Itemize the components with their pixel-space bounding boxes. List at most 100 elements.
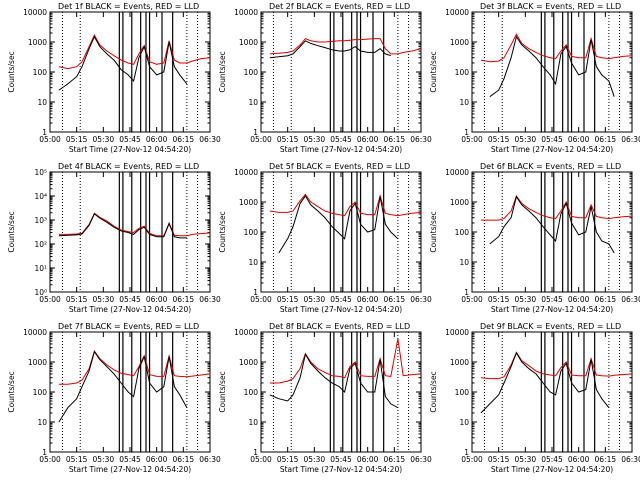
y-tick-label: 1000 — [239, 38, 258, 47]
panel-title: Det 4f BLACK = Events, RED = LLD — [58, 162, 199, 171]
x-tick-label: 06:30 — [621, 135, 640, 144]
lld-series-line — [480, 194, 633, 221]
y-tick-label: 10000 — [445, 8, 469, 17]
x-tick-label: 05:15 — [66, 295, 88, 304]
x-axis-label: Start Time (27-Nov-12 04:54:20) — [280, 305, 402, 314]
panel-title: Det 3f BLACK = Events, RED = LLD — [480, 2, 621, 11]
x-tick-label: 05:15 — [488, 295, 510, 304]
panel-det-6: Det 6f BLACK = Events, RED = LLD Counts/s… — [429, 162, 640, 314]
panel-title: Det 1f BLACK = Events, RED = LLD — [58, 2, 199, 11]
panel-det-2: Det 2f BLACK = Events, RED = LLD Counts/s… — [218, 2, 432, 154]
y-axis-label: Counts/sec — [429, 51, 438, 92]
x-tick-label: 05:30 — [304, 455, 326, 464]
y-tick-label: 1 — [42, 128, 47, 137]
x-tick-label: 05:00 — [250, 135, 272, 144]
events-series-line — [480, 351, 610, 414]
plot-frame — [260, 171, 422, 293]
events-series-line — [58, 213, 187, 239]
panel-title: Det 9f BLACK = Events, RED = LLD — [480, 322, 621, 331]
panel-det-9: Det 9f BLACK = Events, RED = LLD Counts/s… — [429, 322, 640, 474]
x-tick-label: 06:00 — [568, 295, 590, 304]
y-tick-label: 10² — [34, 240, 47, 249]
x-tick-label: 06:15 — [173, 295, 195, 304]
y-tick-label: 1 — [464, 288, 469, 297]
panel-det-1: Det 1f BLACK = Events, RED = LLD Counts/s… — [7, 2, 221, 154]
events-series-line — [269, 352, 399, 409]
x-tick-label: 05:00 — [39, 135, 61, 144]
y-tick-label: 10⁴ — [34, 192, 47, 201]
x-tick-label: 05:00 — [461, 135, 483, 144]
x-tick-label: 06:30 — [199, 295, 221, 304]
y-tick-label: 1000 — [239, 358, 258, 367]
x-axis-label: Start Time (27-Nov-12 04:54:20) — [69, 465, 191, 474]
x-tick-label: 05:00 — [461, 455, 483, 464]
lld-series-line — [58, 349, 211, 385]
y-tick-label: 10 — [459, 98, 469, 107]
y-tick-label: 10 — [37, 418, 47, 427]
x-tick-label: 06:30 — [410, 135, 432, 144]
panel-det-5: Det 5f BLACK = Events, RED = LLD Counts/s… — [218, 162, 432, 314]
lld-series-line — [480, 351, 633, 380]
x-tick-label: 05:30 — [93, 295, 115, 304]
y-tick-label: 100 — [244, 388, 259, 397]
y-tick-label: 1 — [464, 448, 469, 457]
x-tick-label: 05:45 — [330, 135, 352, 144]
x-axis-label: Start Time (27-Nov-12 04:54:20) — [491, 145, 613, 154]
x-tick-label: 05:15 — [277, 135, 299, 144]
panel-title: Det 7f BLACK = Events, RED = LLD — [58, 322, 199, 331]
x-tick-label: 05:30 — [515, 455, 537, 464]
x-tick-label: 05:45 — [119, 455, 141, 464]
x-tick-label: 05:30 — [93, 135, 115, 144]
y-tick-label: 1 — [464, 128, 469, 137]
x-tick-label: 05:00 — [250, 455, 272, 464]
x-tick-label: 05:15 — [488, 135, 510, 144]
events-series-line — [269, 40, 391, 59]
x-tick-label: 06:30 — [621, 295, 640, 304]
panel-title: Det 6f BLACK = Events, RED = LLD — [480, 162, 621, 171]
x-tick-label: 05:15 — [277, 295, 299, 304]
y-tick-label: 100 — [33, 388, 48, 397]
y-tick-label: 100 — [455, 228, 470, 237]
plot-frame — [49, 331, 211, 453]
plot-frame — [471, 171, 633, 293]
y-tick-label: 1000 — [450, 38, 469, 47]
x-tick-label: 05:30 — [515, 135, 537, 144]
lld-series-line — [269, 193, 422, 217]
y-tick-label: 10000 — [23, 328, 47, 337]
x-axis-label: Start Time (27-Nov-12 04:54:20) — [491, 465, 613, 474]
plot-frame — [471, 331, 633, 453]
y-tick-label: 10 — [248, 258, 258, 267]
y-tick-label: 1000 — [28, 38, 47, 47]
x-tick-label: 05:45 — [541, 295, 563, 304]
x-axis-label: Start Time (27-Nov-12 04:54:20) — [69, 145, 191, 154]
x-tick-label: 05:30 — [304, 295, 326, 304]
x-tick-label: 05:00 — [461, 295, 483, 304]
x-axis-label: Start Time (27-Nov-12 04:54:20) — [280, 465, 402, 474]
y-axis-label: Counts/sec — [7, 211, 16, 252]
y-tick-label: 1000 — [239, 198, 258, 207]
x-tick-label: 05:45 — [119, 135, 141, 144]
y-axis-label: Counts/sec — [218, 211, 227, 252]
x-tick-label: 05:45 — [119, 295, 141, 304]
y-axis-label: Counts/sec — [429, 371, 438, 412]
events-series-line — [58, 350, 188, 423]
y-tick-label: 10 — [459, 258, 469, 267]
y-axis-label: Counts/sec — [7, 51, 16, 92]
events-series-line — [489, 35, 615, 98]
x-tick-label: 06:15 — [595, 295, 617, 304]
x-tick-label: 06:00 — [146, 295, 168, 304]
x-tick-label: 06:00 — [568, 135, 590, 144]
y-tick-label: 10000 — [23, 8, 47, 17]
y-tick-label: 10000 — [234, 168, 258, 177]
x-tick-label: 06:15 — [173, 455, 195, 464]
x-tick-label: 06:15 — [595, 135, 617, 144]
x-tick-label: 06:30 — [410, 295, 432, 304]
y-tick-label: 1000 — [450, 198, 469, 207]
y-tick-label: 100 — [33, 68, 48, 77]
x-tick-label: 05:15 — [66, 455, 88, 464]
x-tick-label: 06:15 — [384, 135, 406, 144]
y-tick-label: 10⁰ — [34, 288, 47, 297]
x-tick-label: 06:00 — [146, 455, 168, 464]
x-axis-label: Start Time (27-Nov-12 04:54:20) — [280, 145, 402, 154]
y-tick-label: 10 — [248, 418, 258, 427]
